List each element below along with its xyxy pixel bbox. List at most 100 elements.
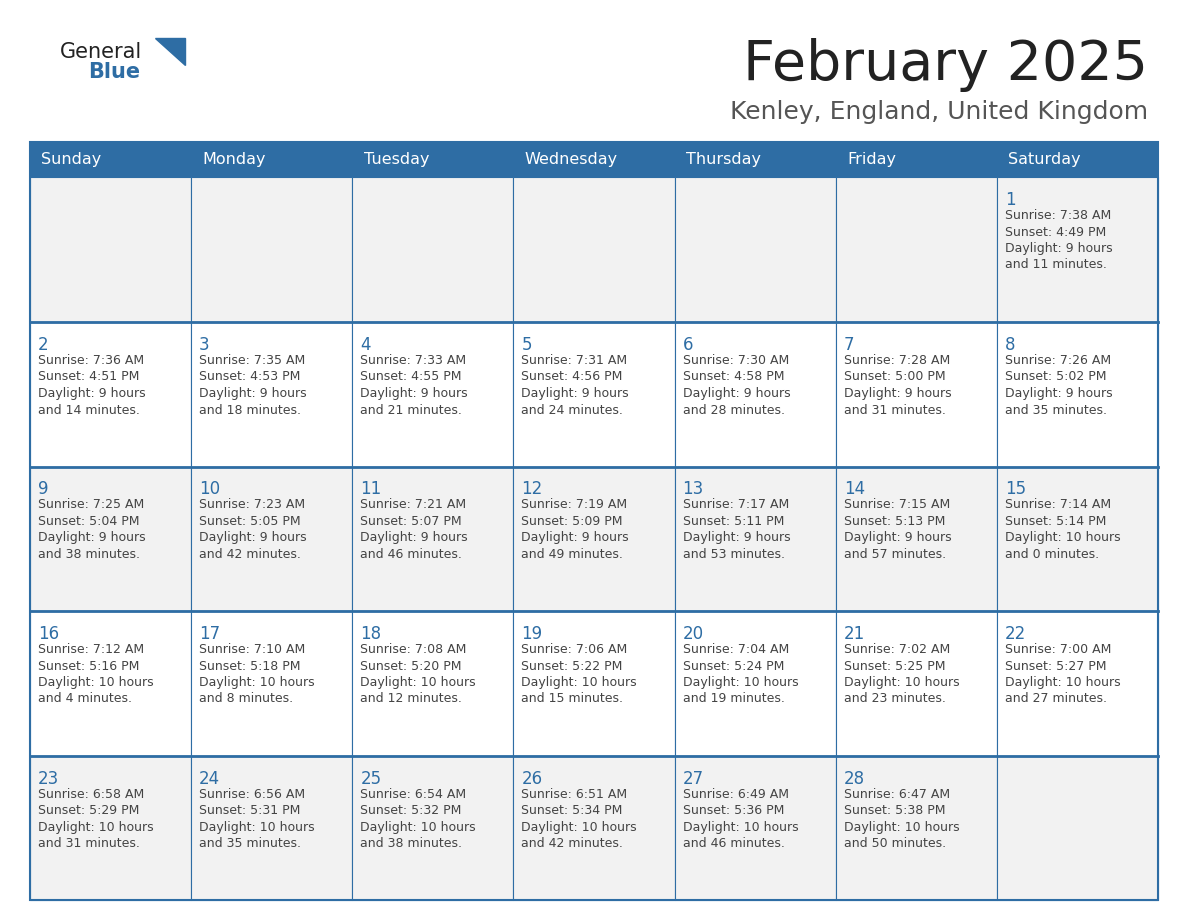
Bar: [30, 322, 191, 466]
Bar: [30, 466, 191, 611]
Bar: [30, 177, 191, 322]
Text: Monday: Monday: [202, 152, 266, 167]
Bar: [997, 466, 1158, 611]
Bar: [353, 756, 513, 900]
Text: 2: 2: [38, 336, 49, 354]
Text: 18: 18: [360, 625, 381, 643]
Bar: [997, 142, 1158, 177]
Text: Saturday: Saturday: [1009, 152, 1081, 167]
Bar: [835, 142, 997, 177]
Text: Sunrise: 7:14 AM
Sunset: 5:14 PM
Daylight: 10 hours
and 0 minutes.: Sunrise: 7:14 AM Sunset: 5:14 PM Dayligh…: [1005, 498, 1120, 561]
Text: 4: 4: [360, 336, 371, 354]
Bar: [675, 466, 835, 611]
Text: Wednesday: Wednesday: [525, 152, 618, 167]
Text: Sunrise: 7:31 AM
Sunset: 4:56 PM
Daylight: 9 hours
and 24 minutes.: Sunrise: 7:31 AM Sunset: 4:56 PM Dayligh…: [522, 354, 630, 417]
Bar: [30, 142, 1158, 900]
Bar: [513, 611, 675, 756]
Text: Sunrise: 7:12 AM
Sunset: 5:16 PM
Daylight: 10 hours
and 4 minutes.: Sunrise: 7:12 AM Sunset: 5:16 PM Dayligh…: [38, 643, 153, 706]
Bar: [513, 142, 675, 177]
Text: Sunrise: 7:33 AM
Sunset: 4:55 PM
Daylight: 9 hours
and 21 minutes.: Sunrise: 7:33 AM Sunset: 4:55 PM Dayligh…: [360, 354, 468, 417]
Text: Sunrise: 6:49 AM
Sunset: 5:36 PM
Daylight: 10 hours
and 46 minutes.: Sunrise: 6:49 AM Sunset: 5:36 PM Dayligh…: [683, 788, 798, 850]
Text: Sunrise: 7:04 AM
Sunset: 5:24 PM
Daylight: 10 hours
and 19 minutes.: Sunrise: 7:04 AM Sunset: 5:24 PM Dayligh…: [683, 643, 798, 706]
Text: Sunrise: 7:28 AM
Sunset: 5:00 PM
Daylight: 9 hours
and 31 minutes.: Sunrise: 7:28 AM Sunset: 5:00 PM Dayligh…: [843, 354, 952, 417]
Text: Sunrise: 7:23 AM
Sunset: 5:05 PM
Daylight: 9 hours
and 42 minutes.: Sunrise: 7:23 AM Sunset: 5:05 PM Dayligh…: [200, 498, 307, 561]
Text: 25: 25: [360, 769, 381, 788]
Bar: [353, 142, 513, 177]
Text: Sunrise: 7:10 AM
Sunset: 5:18 PM
Daylight: 10 hours
and 8 minutes.: Sunrise: 7:10 AM Sunset: 5:18 PM Dayligh…: [200, 643, 315, 706]
Text: Tuesday: Tuesday: [364, 152, 429, 167]
Bar: [30, 611, 191, 756]
Text: 3: 3: [200, 336, 210, 354]
Bar: [513, 756, 675, 900]
Bar: [353, 611, 513, 756]
Text: 10: 10: [200, 480, 220, 498]
Text: 26: 26: [522, 769, 543, 788]
Text: Sunrise: 7:35 AM
Sunset: 4:53 PM
Daylight: 9 hours
and 18 minutes.: Sunrise: 7:35 AM Sunset: 4:53 PM Dayligh…: [200, 354, 307, 417]
Text: Sunrise: 7:17 AM
Sunset: 5:11 PM
Daylight: 9 hours
and 53 minutes.: Sunrise: 7:17 AM Sunset: 5:11 PM Dayligh…: [683, 498, 790, 561]
Text: 9: 9: [38, 480, 49, 498]
Bar: [191, 756, 353, 900]
Bar: [835, 611, 997, 756]
Text: 20: 20: [683, 625, 703, 643]
Text: 11: 11: [360, 480, 381, 498]
Text: Sunrise: 7:06 AM
Sunset: 5:22 PM
Daylight: 10 hours
and 15 minutes.: Sunrise: 7:06 AM Sunset: 5:22 PM Dayligh…: [522, 643, 637, 706]
Text: Sunrise: 7:15 AM
Sunset: 5:13 PM
Daylight: 9 hours
and 57 minutes.: Sunrise: 7:15 AM Sunset: 5:13 PM Dayligh…: [843, 498, 952, 561]
Bar: [30, 142, 191, 177]
Bar: [353, 466, 513, 611]
Bar: [835, 322, 997, 466]
Bar: [997, 322, 1158, 466]
Text: 22: 22: [1005, 625, 1026, 643]
Text: 6: 6: [683, 336, 693, 354]
Text: Sunrise: 7:36 AM
Sunset: 4:51 PM
Daylight: 9 hours
and 14 minutes.: Sunrise: 7:36 AM Sunset: 4:51 PM Dayligh…: [38, 354, 146, 417]
Bar: [835, 756, 997, 900]
Bar: [513, 466, 675, 611]
Text: 19: 19: [522, 625, 543, 643]
Bar: [675, 322, 835, 466]
Text: 16: 16: [38, 625, 59, 643]
Text: Sunrise: 7:02 AM
Sunset: 5:25 PM
Daylight: 10 hours
and 23 minutes.: Sunrise: 7:02 AM Sunset: 5:25 PM Dayligh…: [843, 643, 960, 706]
Text: Sunrise: 7:19 AM
Sunset: 5:09 PM
Daylight: 9 hours
and 49 minutes.: Sunrise: 7:19 AM Sunset: 5:09 PM Dayligh…: [522, 498, 630, 561]
Text: Sunrise: 6:47 AM
Sunset: 5:38 PM
Daylight: 10 hours
and 50 minutes.: Sunrise: 6:47 AM Sunset: 5:38 PM Dayligh…: [843, 788, 960, 850]
Bar: [675, 142, 835, 177]
Text: 8: 8: [1005, 336, 1016, 354]
Text: 23: 23: [38, 769, 59, 788]
Bar: [30, 756, 191, 900]
Text: Sunday: Sunday: [42, 152, 101, 167]
Text: Friday: Friday: [847, 152, 896, 167]
Text: Sunrise: 6:58 AM
Sunset: 5:29 PM
Daylight: 10 hours
and 31 minutes.: Sunrise: 6:58 AM Sunset: 5:29 PM Dayligh…: [38, 788, 153, 850]
Text: Sunrise: 6:51 AM
Sunset: 5:34 PM
Daylight: 10 hours
and 42 minutes.: Sunrise: 6:51 AM Sunset: 5:34 PM Dayligh…: [522, 788, 637, 850]
Bar: [997, 611, 1158, 756]
Bar: [353, 322, 513, 466]
Bar: [191, 322, 353, 466]
Bar: [191, 466, 353, 611]
Text: 15: 15: [1005, 480, 1026, 498]
Text: February 2025: February 2025: [742, 38, 1148, 92]
Bar: [835, 177, 997, 322]
Text: 24: 24: [200, 769, 220, 788]
Text: Sunrise: 7:38 AM
Sunset: 4:49 PM
Daylight: 9 hours
and 11 minutes.: Sunrise: 7:38 AM Sunset: 4:49 PM Dayligh…: [1005, 209, 1112, 272]
Text: 28: 28: [843, 769, 865, 788]
Text: General: General: [61, 42, 143, 62]
Bar: [997, 177, 1158, 322]
Text: 21: 21: [843, 625, 865, 643]
Polygon shape: [154, 38, 185, 65]
Text: Blue: Blue: [88, 62, 140, 82]
Bar: [997, 756, 1158, 900]
Text: Thursday: Thursday: [685, 152, 760, 167]
Text: Sunrise: 7:25 AM
Sunset: 5:04 PM
Daylight: 9 hours
and 38 minutes.: Sunrise: 7:25 AM Sunset: 5:04 PM Dayligh…: [38, 498, 146, 561]
Bar: [191, 142, 353, 177]
Text: 13: 13: [683, 480, 703, 498]
Text: 1: 1: [1005, 191, 1016, 209]
Text: Sunrise: 7:30 AM
Sunset: 4:58 PM
Daylight: 9 hours
and 28 minutes.: Sunrise: 7:30 AM Sunset: 4:58 PM Dayligh…: [683, 354, 790, 417]
Bar: [835, 466, 997, 611]
Text: 12: 12: [522, 480, 543, 498]
Bar: [353, 177, 513, 322]
Bar: [675, 756, 835, 900]
Text: 5: 5: [522, 336, 532, 354]
Bar: [191, 177, 353, 322]
Text: Sunrise: 6:54 AM
Sunset: 5:32 PM
Daylight: 10 hours
and 38 minutes.: Sunrise: 6:54 AM Sunset: 5:32 PM Dayligh…: [360, 788, 476, 850]
Bar: [675, 177, 835, 322]
Text: 27: 27: [683, 769, 703, 788]
Text: Sunrise: 7:00 AM
Sunset: 5:27 PM
Daylight: 10 hours
and 27 minutes.: Sunrise: 7:00 AM Sunset: 5:27 PM Dayligh…: [1005, 643, 1120, 706]
Bar: [513, 177, 675, 322]
